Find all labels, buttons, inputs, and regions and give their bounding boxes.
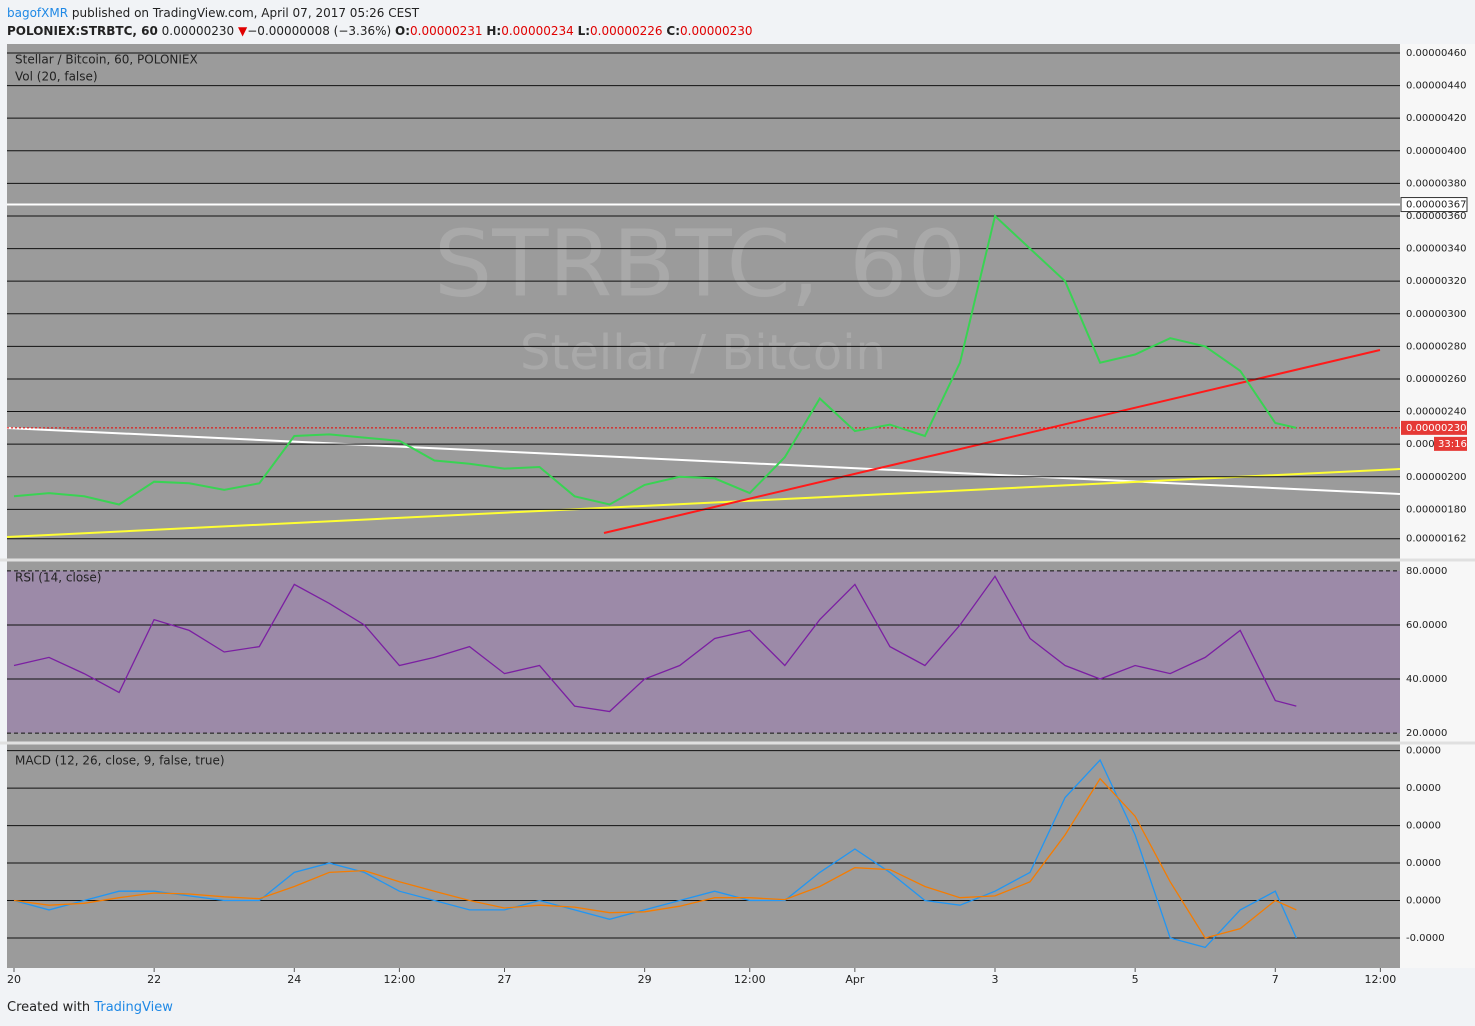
symbol: POLONIEX:STRBTC, 60 [7, 24, 158, 38]
brand[interactable]: TradingView [94, 1000, 173, 1015]
panel-title: Stellar / Bitcoin, 60, POLONIEX [15, 53, 198, 67]
panel-title: MACD (12, 26, close, 9, false, true) [15, 754, 225, 768]
x-tick-label: 22 [147, 973, 161, 986]
y-tick-label: 0.0000 [1406, 821, 1441, 832]
series-line [13, 214, 1297, 506]
c: 0.00000230 [680, 24, 753, 38]
series-line [13, 575, 1297, 713]
trend-line [603, 349, 1381, 534]
y-tick-label: 0.00000380 [1406, 178, 1466, 189]
x-tick-label: 5 [1132, 973, 1139, 986]
y-tick-label: 20.0000 [1406, 728, 1447, 739]
y-tick-label: -0.0000 [1406, 933, 1445, 944]
y-tick-label: 0.00000200 [1406, 472, 1466, 483]
y-tick-label: 0.00000420 [1406, 113, 1466, 124]
series-line [13, 758, 1297, 949]
y-tick-label: 0.00000180 [1406, 504, 1466, 515]
x-tick-label: 12:00 [1365, 973, 1397, 986]
y-tick-label: 0.00000440 [1406, 81, 1466, 92]
h-line-box [1400, 197, 1468, 213]
trend-line [6, 468, 1401, 538]
watermark: STRBTC, 60 [434, 210, 966, 317]
price: 0.00000230 [161, 24, 235, 38]
x-tick-label: 12:00 [384, 973, 416, 986]
y-tick-label: 0.00000280 [1406, 341, 1466, 352]
header: bagofXMR published on TradingView.com, A… [7, 4, 753, 40]
x-tick-label: Apr [845, 973, 865, 986]
footer: Created with TradingView [7, 1000, 173, 1015]
panel-title: RSI (14, close) [15, 571, 101, 585]
l-label: L: [577, 24, 591, 38]
y-tick-label: 80.0000 [1406, 566, 1447, 577]
o: 0.00000231 [410, 24, 483, 38]
y-tick-label: 0.0000 [1406, 896, 1441, 907]
series-line [13, 777, 1297, 939]
c-label: C: [666, 24, 680, 38]
y-tick-label: 60.0000 [1406, 620, 1447, 631]
y-tick-label: 0.00000340 [1406, 244, 1466, 255]
y-tick-label: 40.0000 [1406, 674, 1447, 685]
arrow: ▼ [238, 24, 248, 38]
y-tick-label: 0.00000240 [1406, 407, 1466, 418]
y-tick-label: 0.0000 [1406, 858, 1441, 869]
x-tick-label: 29 [638, 973, 652, 986]
y-tick-label: 0.0000 [1406, 746, 1441, 757]
x-tick-label: 12:00 [734, 973, 766, 986]
y-tick-label: 0.00000320 [1406, 276, 1466, 287]
rsi-band [7, 570, 1400, 734]
y-tick-label: 0.00000460 [1406, 48, 1466, 59]
countdown-box [1434, 436, 1467, 451]
trend-line [6, 427, 1401, 495]
last-price-label: 0.00000230 [1406, 423, 1466, 434]
h-label: H: [486, 24, 502, 38]
y-tick-label: 0.0000 [1406, 783, 1441, 794]
x-tick-label: 27 [498, 973, 512, 986]
x-tick-label: 7 [1272, 973, 1279, 986]
plot-bg [7, 44, 1400, 968]
change: −0.00000008 (−3.36%) [247, 24, 392, 38]
last-price-box [1401, 420, 1467, 435]
l: 0.00000226 [590, 24, 663, 38]
created: Created with [7, 1000, 91, 1015]
countdown: 33:16 [1438, 439, 1467, 450]
chart: STRBTC, 60 Stellar / Bitcoin 0.00000460 0.0… [0, 44, 1475, 986]
h-line-label: 0.00000367 [1406, 200, 1466, 211]
watermark: Stellar / Bitcoin [520, 325, 886, 381]
y-tick-label: 0.00000360 [1406, 211, 1466, 222]
y-tick-label: 0.00000300 [1406, 309, 1466, 320]
x-tick-label: 20 [7, 973, 21, 986]
published: published on TradingView.com, April 07, … [68, 6, 420, 20]
panel-subtitle: Vol (20, false) [15, 70, 98, 84]
x-tick-label: 3 [991, 973, 998, 986]
o-label: O: [395, 24, 411, 38]
author[interactable]: bagofXMR [7, 6, 69, 20]
h: 0.00000234 [501, 24, 574, 38]
y-tick-label: 0.00000400 [1406, 146, 1466, 157]
y-tick-label: 0.00000162 [1406, 534, 1466, 545]
y-tick-label: 0.000 [1406, 439, 1435, 450]
y-tick-label: 0.00000260 [1406, 374, 1466, 385]
x-tick-label: 24 [287, 973, 301, 986]
